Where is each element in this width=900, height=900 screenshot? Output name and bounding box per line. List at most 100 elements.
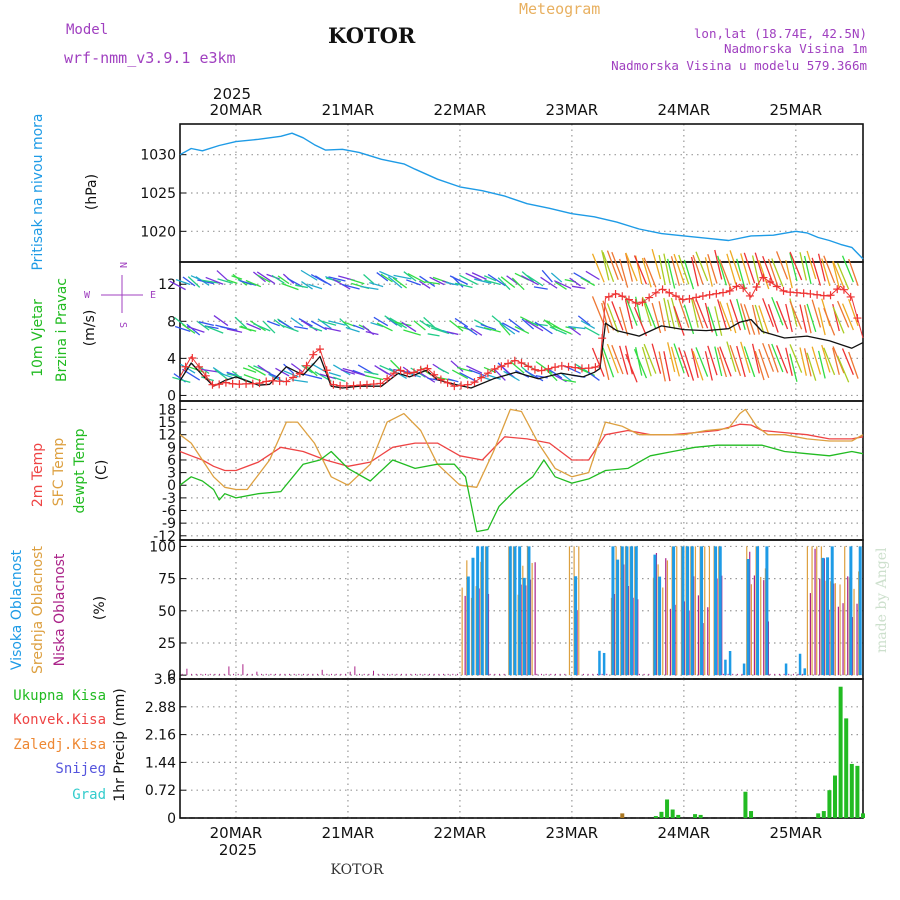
wind-barb [848,298,859,327]
precip-bar [838,686,843,818]
wind-barb [584,326,600,336]
wind-barb [817,253,826,282]
wind-barb [832,260,845,289]
wind-barb [611,301,624,331]
wind-barb [253,323,271,332]
wind-barb [239,280,257,286]
gust-marker [289,373,298,382]
gust-marker [719,288,728,297]
wind-barb [369,282,384,288]
wind-barb [427,333,440,337]
precip-bar [693,814,698,818]
gust-marker [591,363,600,372]
wind-barb [591,347,605,377]
wind-barb [332,278,351,290]
gust-marker [752,283,761,292]
y-tick-label: 15 [158,415,176,431]
wind-barb [619,345,629,375]
wind-barb [633,349,648,379]
wind-barb [319,319,337,326]
precip-bar [861,813,865,818]
wind-barb [690,256,699,287]
wind-barb [690,348,699,378]
wind-barb [187,365,205,373]
wind-barb [300,269,318,281]
wind-barb [281,282,299,291]
wind-barb [803,255,812,285]
wind-barb [658,254,666,286]
wind-barb [841,255,854,283]
wind-barb [624,345,633,375]
gust-marker [483,369,492,378]
wind-barb [811,299,822,328]
wind-barb [508,318,525,332]
wind-barb [305,365,318,377]
wind-barb [379,367,393,377]
gust-marker [235,380,244,389]
wind-barb [283,363,295,375]
y-tick-label: 1030 [140,148,176,164]
gust-marker [792,288,801,297]
wind-barb [256,271,276,285]
wind-barb [736,298,746,331]
wind-barb [695,298,709,329]
wind-barb [406,279,421,286]
gust-marker [215,380,224,389]
wind-barb [806,250,817,280]
wind-barb [465,272,483,282]
gust-marker [598,334,607,343]
y-tick-label: 100 [149,539,176,555]
model-elevation-label: Nadmorska Visina u modelu 579.366m [611,58,867,73]
y-tick-label: 4 [167,351,176,367]
precip-bar [665,799,670,818]
wind-barb [483,326,501,333]
location-label: lon,lat (18.74E, 42.5N) [694,26,867,41]
gust-marker [819,291,828,300]
gust-marker [275,377,284,386]
wind-barb [848,258,859,286]
wind-barb [743,346,756,378]
gust-marker [577,364,586,373]
wind-barb [487,374,501,380]
wind-barb [729,344,742,377]
temp-title-1: 2m Temp [30,443,46,507]
gust-marker [766,278,775,287]
y-tick-label: 2.16 [145,728,176,744]
wind-barb [445,281,459,286]
wind-barb [197,279,214,285]
wind-barb [311,363,327,373]
wind-barb [848,351,859,379]
wind-barb [785,347,793,376]
wind-barb [541,269,553,283]
wind-barb [376,272,389,282]
y-tick-label: -9 [162,516,176,532]
y-tick-label: 8 [167,314,176,330]
wind-barb [555,281,567,290]
wind-barb [775,300,789,330]
gust-marker [564,362,573,371]
wind-barb [560,372,572,382]
wind-barb [832,347,840,375]
y-tick-label: 0 [167,668,176,684]
wind-barb [200,368,219,373]
wind-barb [799,304,807,333]
wind-barb [633,255,648,285]
wind-barb [577,315,591,326]
pressure-unit: (hPa) [84,174,100,210]
gust-marker [188,354,197,363]
gust-marker [221,378,230,387]
wind-barb [619,306,629,336]
wind-barb [345,326,360,333]
wind-barb [426,323,445,333]
wind-barb [643,343,657,374]
y-tick-label: 0 [167,811,176,827]
gust-marker [208,380,217,389]
wind-barb [393,274,412,280]
wind-barb [175,278,191,286]
wind-barb [169,280,186,291]
wind-barb [823,347,836,376]
compass-e: E [150,290,156,301]
gust-marker [416,365,425,374]
wind-barb [360,285,379,291]
wind-barb [450,360,464,372]
